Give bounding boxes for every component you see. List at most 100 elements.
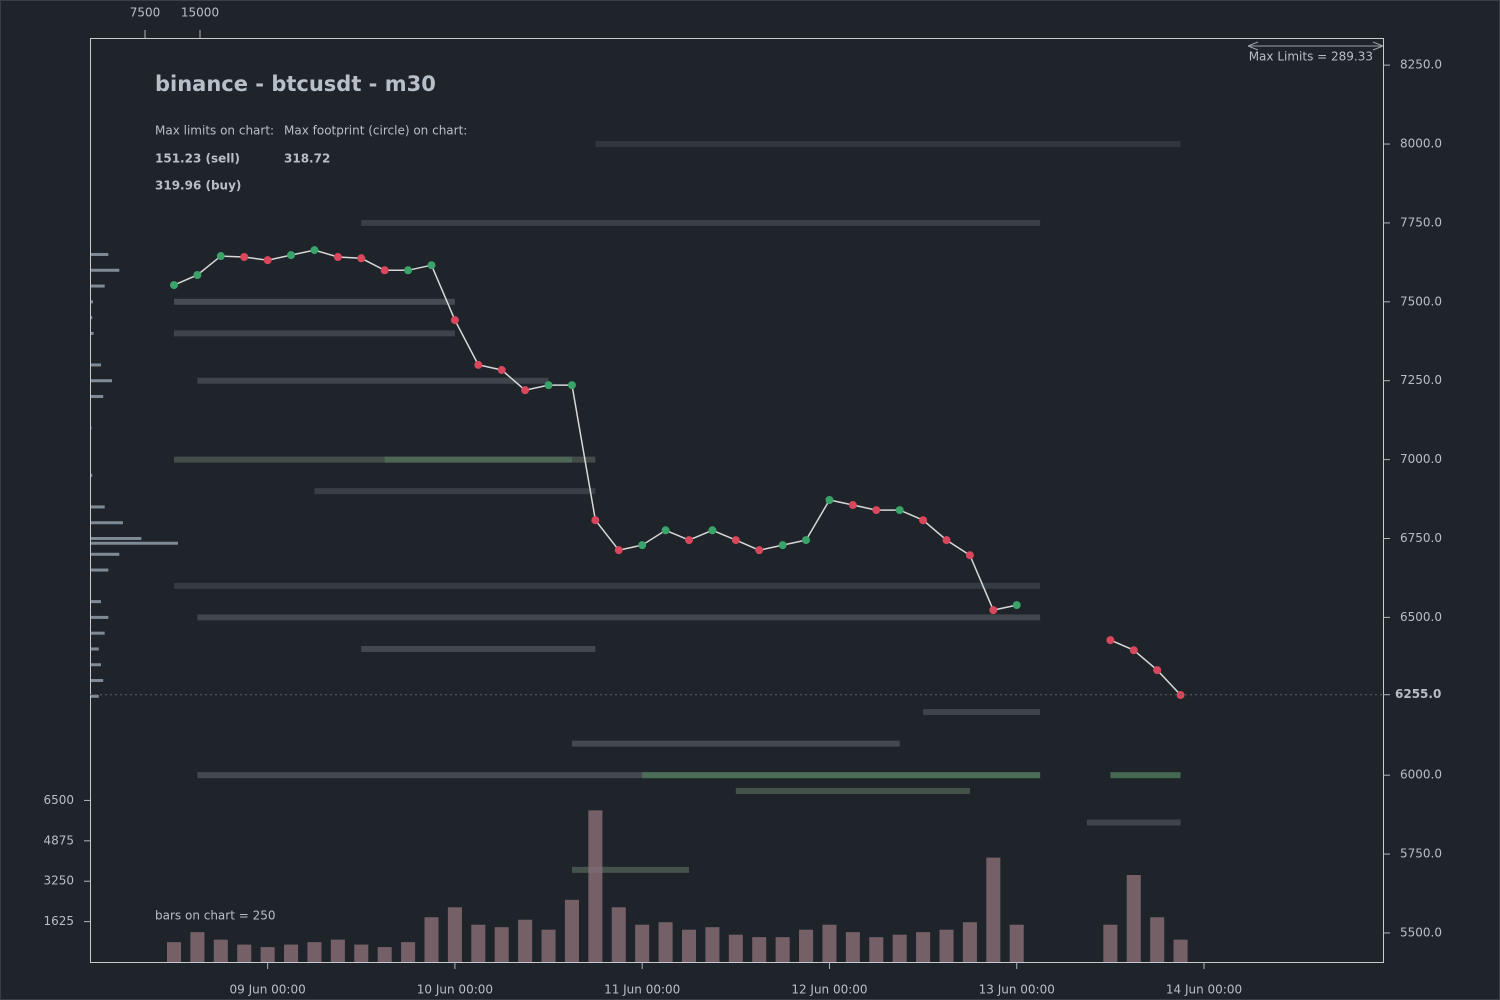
profile-bar [90, 694, 99, 698]
limits-label: Max limits on chart: [155, 124, 274, 138]
volume-bar [494, 927, 509, 962]
volume-bar [166, 942, 182, 962]
price-point [802, 536, 811, 545]
liquidity-band [174, 330, 455, 337]
liquidity-band [1110, 772, 1181, 779]
price-point [778, 541, 787, 550]
volume-bar [213, 939, 228, 962]
volume-bar [869, 937, 884, 962]
liquidity-band [642, 772, 1041, 779]
price-point [404, 266, 413, 275]
y-tick-label: 5750.0 [1400, 847, 1442, 861]
volume-bar [330, 939, 345, 962]
x-tick-label: 11 Jun 00:00 [604, 983, 680, 997]
y-tick-label: 7500.0 [1400, 294, 1442, 308]
price-point [263, 256, 272, 265]
volume-bar [752, 937, 767, 962]
liquidity-band [571, 740, 900, 747]
profile-bar [90, 615, 109, 619]
plot-frame [90, 38, 1384, 963]
profile-bar [90, 300, 93, 304]
chart-title: binance - btcusdt - m30 [155, 72, 436, 96]
liquidity-band [1086, 819, 1181, 826]
liquidity-band [384, 456, 572, 463]
price-point [240, 253, 249, 262]
liquidity-band [361, 219, 1041, 226]
volume-bar [588, 810, 603, 962]
y-tick-label: 8000.0 [1400, 137, 1442, 151]
price-point [170, 281, 178, 290]
x-tick-label: 14 Jun 00:00 [1166, 983, 1242, 997]
price-point [685, 536, 693, 545]
volume-bar [447, 907, 462, 962]
price-point [942, 536, 951, 545]
y-tick-label: 7000.0 [1400, 452, 1442, 466]
volume-bar [1103, 924, 1118, 962]
profile-bar [90, 394, 104, 398]
profile-bar [90, 363, 101, 367]
volume-bar [401, 942, 416, 962]
last-price-label: 6255.0 [1395, 687, 1441, 701]
volume-bar [611, 907, 626, 962]
volume-bar [377, 947, 392, 962]
volume-bar [986, 857, 1001, 962]
price-point [895, 506, 904, 515]
max-limits-arrow [1247, 41, 1384, 51]
volume-tick-label: 3250 [43, 874, 74, 888]
price-point [638, 541, 647, 550]
volume-bar [728, 934, 743, 962]
price-point [333, 253, 342, 262]
profile-bar [90, 284, 105, 288]
liquidity-band [595, 141, 1181, 148]
y-tick-label: 6000.0 [1400, 768, 1442, 782]
volume-bar [284, 944, 299, 962]
price-point [989, 606, 998, 615]
volume-bar [190, 932, 205, 962]
price-point [872, 506, 881, 515]
price-point [544, 381, 553, 390]
price-point [919, 516, 928, 525]
profile-bar [90, 252, 109, 256]
profile-bar [90, 537, 142, 540]
y-tick-label: 6750.0 [1400, 531, 1442, 545]
volume-bar [260, 947, 275, 962]
liquidity-band [314, 488, 596, 495]
x-tick-label: 10 Jun 00:00 [417, 983, 493, 997]
price-point [380, 266, 389, 275]
volume-bar [658, 922, 673, 962]
footprint-value: 318.72 [284, 152, 330, 166]
volume-bar [799, 929, 814, 962]
max-limits: Max Limits = 289.33 [1249, 50, 1373, 64]
price-point [1129, 646, 1138, 655]
profile-bar [90, 552, 120, 556]
volume-tick-label: 4875 [43, 833, 74, 847]
profile-bar [90, 379, 112, 383]
price-point [287, 251, 296, 260]
x-tick-label: 13 Jun 00:00 [979, 983, 1055, 997]
price-point [965, 551, 974, 560]
y-tick-label: 7250.0 [1400, 373, 1442, 387]
volume-bar [1126, 875, 1141, 962]
liquidity-band [174, 298, 455, 305]
price-point [1012, 601, 1021, 610]
volume-bar [424, 917, 439, 962]
price-point [427, 261, 436, 270]
volume-tick-label: 6500 [43, 793, 74, 807]
volume-bar [541, 929, 556, 962]
price-point [848, 501, 857, 510]
profile-bar [90, 631, 105, 635]
volume-bar [822, 924, 837, 962]
volume-tick-label: 1625 [43, 914, 74, 928]
profile-bar [90, 679, 104, 683]
volume-bar [354, 944, 369, 962]
profile-bar [90, 473, 93, 477]
volume-bar [962, 922, 977, 962]
volume-bar [564, 899, 579, 962]
volume-bar [1009, 924, 1024, 962]
sell-limit: 151.23 (sell) [155, 152, 240, 166]
profile-bar [90, 268, 120, 272]
volume-bar [1150, 917, 1165, 962]
volume-bar [635, 924, 650, 962]
